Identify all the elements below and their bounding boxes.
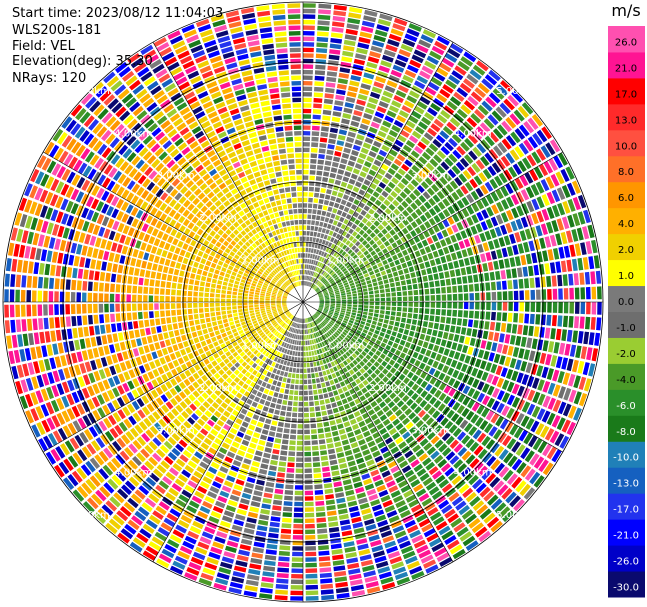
start-time: Start time: 2023/08/12 11:04:03 — [12, 6, 224, 21]
colorbar-tick: 1.0 — [618, 271, 634, 282]
colorbar-swatch — [608, 493, 645, 520]
colorbar-swatch — [608, 233, 645, 261]
range-ring-label: 3.00km — [157, 171, 195, 182]
colorbar-tick: 4.0 — [618, 219, 634, 230]
range-ring-label: 4.00km — [114, 468, 152, 479]
range-ring-label: 4.00km — [454, 468, 492, 479]
colorbar-tick: -26.0 — [613, 557, 639, 568]
azimuth-line — [152, 42, 304, 303]
colorbar-swatch — [608, 545, 645, 572]
instrument-name: WLS200s-181 — [12, 23, 102, 38]
range-ring-label: 5.00km — [496, 510, 534, 521]
colorbar-swatch — [608, 311, 645, 338]
colorbar-tick: -8.0 — [616, 427, 636, 438]
colorbar-tick: 10.0 — [615, 141, 637, 152]
azimuth-line — [302, 151, 563, 303]
azimuth-line — [302, 42, 454, 303]
range-ring-label: 1.00km — [326, 256, 364, 267]
colorbar: m/s 26.0 21.0 17.0 13.0 10.0 8.0 6.0 4.0 2.0 1.0 0… — [608, 1, 645, 598]
colorbar-tick: 8.0 — [618, 167, 634, 178]
colorbar-swatch — [608, 415, 645, 442]
ppi-plot: 1.00km 2.00km 3.00km 4.00km 5.00km 1.00km 2.00… — [2, 1, 604, 603]
velocity-bin-group — [36, 3, 592, 595]
colorbar-tick: 0.0 — [618, 297, 634, 308]
range-ring-label: 1.00km — [242, 256, 280, 267]
colorbar-tick: 21.0 — [615, 63, 637, 74]
colorbar-swatch — [608, 571, 645, 598]
colorbar-swatch — [608, 285, 645, 312]
range-ring-label: 5.00km — [496, 86, 534, 97]
range-ring-label: 2.00km — [199, 383, 237, 394]
colorbar-swatch — [608, 337, 645, 364]
range-ring-label: 5.00km — [72, 86, 110, 97]
azimuth-lines — [3, 2, 603, 602]
colorbar-tick: -10.0 — [613, 453, 639, 464]
colorbar-tick: -21.0 — [613, 531, 639, 542]
field-label: Field: VEL — [12, 39, 75, 54]
range-ring-label: 3.00km — [411, 171, 449, 182]
colorbar-swatch — [608, 259, 645, 287]
colorbar-tick: 26.0 — [615, 37, 637, 48]
nrays-label: NRays: 120 — [12, 71, 87, 86]
colorbar-swatches — [608, 26, 645, 598]
range-ring-label: 3.00km — [411, 425, 449, 436]
range-ring-label: 1.00km — [242, 340, 280, 351]
range-ring-labels: 1.00km 2.00km 3.00km 4.00km 5.00km 1.00km 2.00… — [72, 86, 534, 521]
colorbar-swatch — [608, 363, 645, 390]
colorbar-tick: 17.0 — [615, 89, 637, 100]
colorbar-tick: -4.0 — [616, 375, 636, 386]
colorbar-tick-labels: 26.0 21.0 17.0 13.0 10.0 8.0 6.0 4.0 2.0 1.0 0.0 -1… — [613, 37, 639, 593]
colorbar-swatch — [608, 181, 645, 209]
colorbar-swatch — [608, 207, 645, 235]
azimuth-line — [43, 301, 304, 453]
colorbar-swatch — [608, 467, 645, 494]
colorbar-tick: 2.0 — [618, 245, 634, 256]
colorbar-tick: 13.0 — [615, 115, 637, 126]
colorbar-tick: -2.0 — [616, 349, 636, 360]
range-ring-label: 2.00km — [199, 213, 237, 224]
colorbar-swatch — [608, 519, 645, 546]
colorbar-swatch — [608, 26, 645, 53]
colorbar-tick: -6.0 — [616, 401, 636, 412]
azimuth-line — [302, 301, 563, 453]
range-ring-label: 1.00km — [326, 340, 364, 351]
colorbar-tick: 6.0 — [618, 193, 634, 204]
range-ring-label: 4.00km — [114, 128, 152, 139]
azimuth-line — [302, 301, 454, 562]
colorbar-tick: -30.0 — [613, 583, 639, 594]
range-ring-label: 3.00km — [157, 425, 195, 436]
colorbar-swatch — [608, 103, 645, 131]
velocity-bin-group — [15, 14, 598, 586]
velocity-bins — [4, 3, 602, 601]
colorbar-unit: m/s — [611, 1, 640, 20]
range-ring-label: 2.00km — [369, 383, 407, 394]
colorbar-swatch — [608, 129, 645, 157]
colorbar-swatch — [608, 389, 645, 416]
colorbar-tick: -1.0 — [616, 323, 636, 334]
range-ring-label: 4.00km — [454, 128, 492, 139]
colorbar-swatch — [608, 155, 645, 183]
colorbar-swatch — [608, 441, 645, 468]
colorbar-swatch — [608, 77, 645, 105]
colorbar-tick: -13.0 — [613, 479, 639, 490]
colorbar-tick: -17.0 — [613, 505, 639, 516]
elevation-label: Elevation(deg): 35.30 — [12, 54, 153, 69]
azimuth-line — [43, 151, 304, 303]
azimuth-line — [152, 301, 304, 562]
range-ring-label: 2.00km — [369, 213, 407, 224]
colorbar-swatch — [608, 51, 645, 79]
range-ring-label: 5.00km — [72, 510, 110, 521]
